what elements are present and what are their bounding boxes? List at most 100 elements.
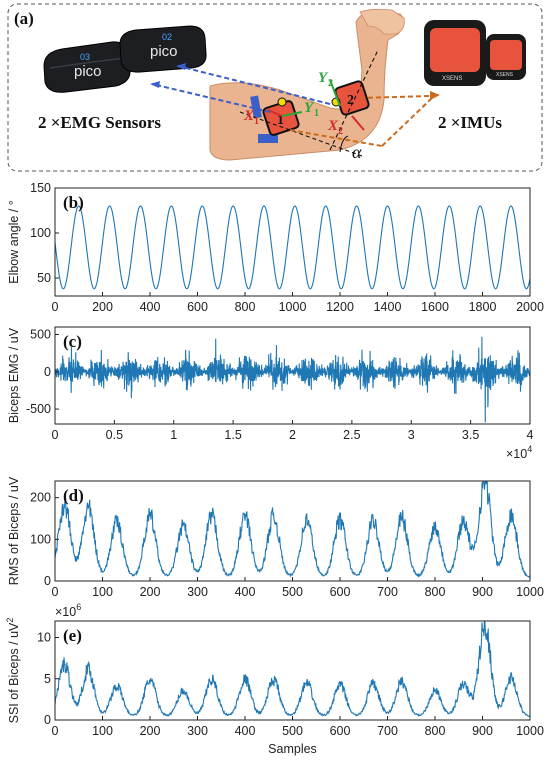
x-tick-label: 2 xyxy=(289,428,296,442)
x-tick-label: 0 xyxy=(52,724,59,738)
angle-arc xyxy=(339,135,349,153)
x-tick-label: 600 xyxy=(330,585,351,599)
x-tick-label: 700 xyxy=(377,724,398,738)
x-tick-label: 600 xyxy=(187,300,208,314)
y-tick-label: 100 xyxy=(30,226,51,240)
series-line-b xyxy=(55,205,530,290)
x-tick-label: 1.5 xyxy=(224,428,241,442)
box-1-label: 1 xyxy=(277,113,284,128)
x-tick-label: 1600 xyxy=(421,300,449,314)
y2-label: Y xyxy=(318,70,329,86)
x-tick-label: 4 xyxy=(527,428,534,442)
panel-label-e: (e) xyxy=(63,626,82,645)
x-tick-label: 800 xyxy=(235,300,256,314)
x-tick-label: 0 xyxy=(52,300,59,314)
x-tick-label: 1200 xyxy=(326,300,354,314)
x-tick-label: 400 xyxy=(235,724,256,738)
arm-illustration: 1 2 X 1 Y 1 Y 2 X 2 α xyxy=(209,8,405,162)
imu-arrow-2 xyxy=(359,95,431,99)
panel-a: (a) 03 pico 02 pico 2 ×EMG Sensors 1 2 xyxy=(7,3,543,172)
series-line-d xyxy=(55,481,530,578)
x-tick-label: 500 xyxy=(282,724,303,738)
y-tick-label: -500 xyxy=(26,402,51,416)
x-tick-label: 400 xyxy=(235,585,256,599)
x-tick-label: 1000 xyxy=(279,300,307,314)
imu-arrow-1b xyxy=(381,97,433,147)
x-tick-label: 400 xyxy=(140,300,161,314)
x-tick-label: 200 xyxy=(140,724,161,738)
y-tick-label: 0 xyxy=(44,574,51,588)
x-multiplier-label: ×104 xyxy=(506,444,532,461)
y-tick-label: 150 xyxy=(30,181,51,195)
sensor-brand-left: pico xyxy=(74,63,102,80)
emg-arrow-1 xyxy=(151,83,271,113)
electrode-icon xyxy=(277,97,287,107)
fist-icon xyxy=(359,8,405,35)
x-tick-label: 1000 xyxy=(516,724,544,738)
emg-arrow-2 xyxy=(177,65,331,105)
y-axis-label-c: Biceps EMG / uV xyxy=(7,327,21,423)
emg-caption: 2 ×EMG Sensors xyxy=(38,113,161,132)
sensor-brand-right: pico xyxy=(150,43,178,60)
imu-brand-small: XSENS xyxy=(496,72,514,78)
y2-sub: 2 xyxy=(328,78,333,89)
strap-icon xyxy=(258,134,278,143)
y-tick-label: 100 xyxy=(30,532,51,546)
x-tick-label: 300 xyxy=(187,585,208,599)
x-tick-label: 800 xyxy=(425,585,446,599)
x-tick-label: 0.5 xyxy=(106,428,123,442)
panel-a-frame xyxy=(7,3,543,172)
x-axis-label-e: Samples xyxy=(268,742,317,756)
x-tick-label: 2000 xyxy=(516,300,544,314)
y-tick-label: 200 xyxy=(30,491,51,505)
x-tick-label: 800 xyxy=(425,724,446,738)
imu-brand-large: XSENS xyxy=(442,76,462,82)
panel-label-c: (c) xyxy=(63,332,82,351)
plot-frame-e xyxy=(54,620,531,721)
x-tick-label: 3.5 xyxy=(462,428,479,442)
x-tick-label: 200 xyxy=(92,300,113,314)
x-tick-label: 3 xyxy=(408,428,415,442)
y-tick-label: 500 xyxy=(30,327,51,341)
box-2-label: 2 xyxy=(347,93,354,108)
y1-label: Y xyxy=(304,100,315,116)
y-tick-label: 0 xyxy=(44,713,51,727)
alpha-label: α xyxy=(352,142,362,162)
x-tick-label: 200 xyxy=(140,585,161,599)
upperarm-axis-line xyxy=(329,49,379,151)
x-tick-label: 500 xyxy=(282,585,303,599)
y-tick-label: 5 xyxy=(44,672,51,686)
strap-icon xyxy=(250,95,262,119)
y-tick-label: 50 xyxy=(37,271,51,285)
chart-elbow-angle: 0 200 400 600 800 1000 1200 1400 1600 1800 2000 50 1… xyxy=(7,181,544,314)
x2-axis-arrow xyxy=(351,115,365,131)
arrowhead-icon xyxy=(430,91,440,100)
sensor-number-left: 03 xyxy=(80,52,90,62)
y-tick-label: 0 xyxy=(44,365,51,379)
x-tick-label: 100 xyxy=(92,724,113,738)
forearm-axis-line xyxy=(239,111,363,157)
sensor-number-right: 02 xyxy=(162,32,172,42)
y1-axis-arrow xyxy=(281,111,303,117)
y1-sub: 1 xyxy=(314,108,319,119)
x-tick-label: 1800 xyxy=(469,300,497,314)
imu-caption: 2 ×IMUs xyxy=(438,113,502,132)
x-tick-label: 2.5 xyxy=(343,428,360,442)
x-tick-label: 700 xyxy=(377,585,398,599)
series-line-e xyxy=(55,621,530,717)
chart-rms-biceps: 0 100 200 300 400 500 600 700 800 900 1000 0 100 200 (… xyxy=(7,476,544,599)
x-tick-label: 900 xyxy=(472,724,493,738)
x-tick-label: 0 xyxy=(52,428,59,442)
y-tick-label: 10 xyxy=(37,631,51,645)
x1-label: X xyxy=(243,108,255,124)
y-axis-label-d: RMS of Biceps / uV xyxy=(7,476,21,585)
x-tick-label: 900 xyxy=(472,585,493,599)
imu-device-small: XSENS xyxy=(486,34,526,80)
chart-ssi-biceps: 0 100 200 300 400 500 600 700 800 900 1000 0 5 10 (e) S… xyxy=(5,602,544,756)
x1-axis-arrow xyxy=(267,109,283,117)
series-line-c xyxy=(55,336,530,423)
emg-sensor-right: 02 pico xyxy=(119,25,207,73)
emg-sensor-left: 03 pico xyxy=(43,41,131,93)
x-tick-label: 1400 xyxy=(374,300,402,314)
